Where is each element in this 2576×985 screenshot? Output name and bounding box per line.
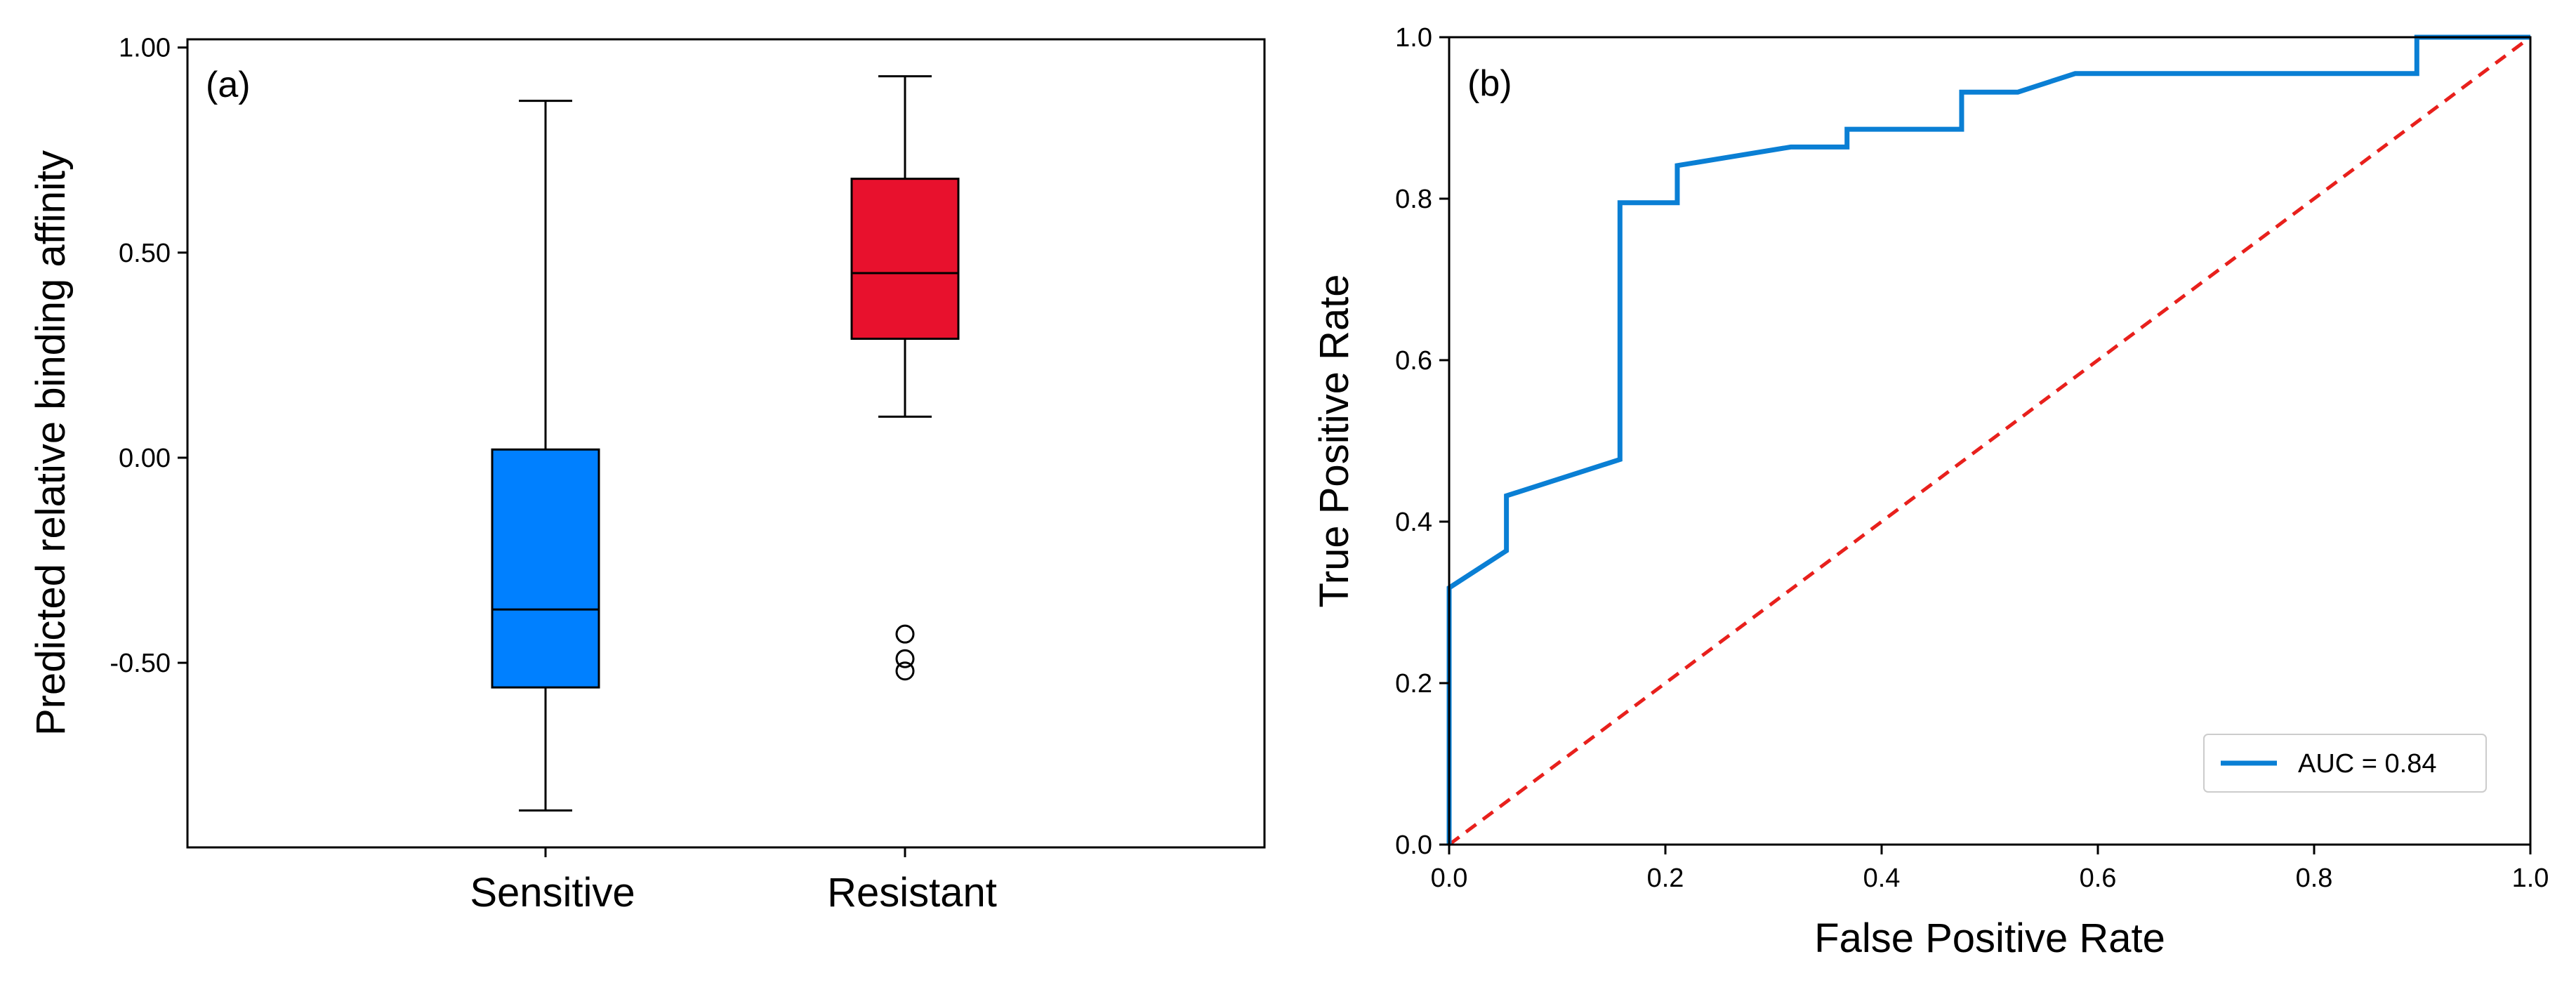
- outlier-point: [895, 649, 915, 668]
- y-tick-label: 0.2: [1395, 669, 1432, 699]
- x-tick-label: 0.4: [1863, 864, 1901, 893]
- legend-label-auc: AUC = 0.84: [2298, 749, 2437, 779]
- y-tick-label: -0.50: [110, 649, 171, 678]
- legend-frame: [2203, 734, 2487, 793]
- panel-b-roc-curve: 0.0 0.2 0.4 0.6 0.8 1.0 0.0 0.2 0.4 0.6 0.8 1.0 (b…: [1312, 23, 2549, 961]
- roc-curve-line: [1446, 34, 2530, 845]
- panel-b-legend: AUC = 0.84: [2203, 734, 2487, 793]
- panel-b-x-ticks: 0.0 0.2 0.4 0.6 0.8 1.0: [1431, 845, 2549, 893]
- x-tick-label: 0.0: [1431, 864, 1468, 893]
- panel-b-y-ticks: 0.0 0.2 0.4 0.6 0.8 1.0: [1395, 23, 1449, 860]
- panel-b-label: (b): [1467, 63, 1512, 104]
- x-tick-label: 0.2: [1647, 864, 1684, 893]
- y-tick-label: 1.0: [1395, 23, 1432, 53]
- panel-a-y-ticks: -0.50 0.00 0.50 1.00: [110, 34, 187, 678]
- y-tick-label: 0.8: [1395, 185, 1432, 214]
- y-tick-label: 1.00: [119, 34, 171, 63]
- panel-b-axes-frame: [1448, 36, 2532, 846]
- panel-b-marks: [1446, 34, 2532, 847]
- panel-a-marks: [491, 75, 960, 812]
- panel-a-y-axis-title: Predicted relative binding affinity: [28, 150, 74, 736]
- box-resistant: [850, 178, 960, 341]
- y-tick-label: 0.4: [1395, 508, 1432, 537]
- box-sensitive: [491, 448, 600, 689]
- panel-b-y-axis-title: True Positive Rate: [1312, 275, 1357, 608]
- panel-a-x-categories: Sensitive Resistant: [470, 847, 997, 915]
- chance-diagonal-line: [1448, 35, 2532, 847]
- panel-a-box-plot: -0.50 0.00 0.50 1.00 Sensitive Resistant (a)…: [28, 34, 1266, 915]
- x-tick-label: 0.6: [2080, 864, 2117, 893]
- panel-b-x-axis-title: False Positive Rate: [1814, 915, 2165, 961]
- x-tick-label: 1.0: [2512, 864, 2549, 893]
- y-tick-label: 0.0: [1395, 831, 1432, 860]
- y-tick-label: 0.50: [119, 239, 171, 268]
- outlier-point: [895, 661, 915, 681]
- x-tick-label: 0.8: [2296, 864, 2333, 893]
- x-category-label: Sensitive: [470, 870, 635, 915]
- x-category-label: Resistant: [827, 870, 997, 915]
- outlier-point: [895, 624, 915, 644]
- y-tick-label: 0.6: [1395, 346, 1432, 376]
- panel-a-axes-frame: [186, 38, 1266, 849]
- y-tick-label: 0.00: [119, 444, 171, 473]
- panel-a-label: (a): [206, 65, 251, 105]
